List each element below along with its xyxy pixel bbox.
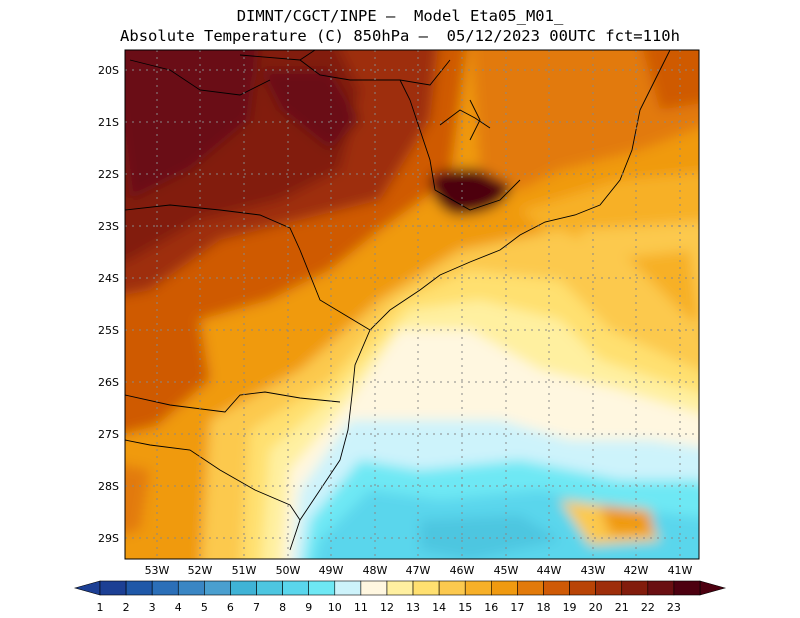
- colorbar-label: 5: [201, 601, 208, 614]
- lon-label: 48W: [363, 564, 388, 577]
- colorbar-swatch: [308, 580, 336, 596]
- colorbar-swatch: [386, 580, 414, 596]
- colorbar-label: 11: [354, 601, 368, 614]
- lat-label: 20S: [98, 64, 119, 77]
- lat-label: 21S: [98, 116, 119, 129]
- latitude-labels: 20S 21S 22S 23S 24S 25S 26S 27S 28S 29S: [98, 64, 119, 545]
- lat-label: 26S: [98, 376, 119, 389]
- colorbar-label: 3: [149, 601, 156, 614]
- lon-label: 43W: [581, 564, 606, 577]
- colorbar-label: 6: [227, 601, 234, 614]
- colorbar-label: 2: [123, 601, 130, 614]
- lat-label: 25S: [98, 324, 119, 337]
- colorbar-label: 1: [97, 601, 104, 614]
- colorbar-label: 17: [510, 601, 524, 614]
- colorbar-label: 16: [484, 601, 498, 614]
- colorbar-swatch: [438, 580, 466, 596]
- colorbar-label: 20: [589, 601, 603, 614]
- colorbar-swatch: [621, 580, 649, 596]
- colorbar-swatch: [647, 580, 675, 596]
- lon-label: 51W: [232, 564, 257, 577]
- colorbar-label: 8: [279, 601, 286, 614]
- temperature-field: [125, 50, 699, 559]
- colorbar-swatch: [230, 580, 257, 596]
- colorbar-label: 22: [641, 601, 655, 614]
- lon-label: 41W: [668, 564, 693, 577]
- colorbar-label: 9: [305, 601, 312, 614]
- lat-label: 28S: [98, 480, 119, 493]
- colorbar-swatch: [569, 580, 596, 596]
- lat-label: 27S: [98, 428, 119, 441]
- lon-label: 52W: [188, 564, 213, 577]
- lat-label: 29S: [98, 532, 119, 545]
- coastline-borders: [125, 50, 671, 551]
- colorbar-label: 4: [175, 601, 182, 614]
- colorbar-swatch: [464, 580, 492, 596]
- colorbar-swatch: [412, 580, 440, 596]
- colorbar: 1 2 3 4 5 6 7 8 9 10 11 12 13 14 15 16 17 18 19 20 21 22 23: [73, 580, 727, 614]
- title-line-1: DIMNT/CGCT/INPE – Model Eta05_M01_: [236, 7, 564, 25]
- colorbar-label: 13: [406, 601, 420, 614]
- colorbar-right-triangle-icon: [699, 580, 727, 596]
- lat-label: 24S: [98, 272, 119, 285]
- colorbar-swatch: [256, 580, 283, 596]
- colorbar-label: 10: [328, 601, 342, 614]
- lon-label: 47W: [406, 564, 431, 577]
- graticule: [125, 50, 699, 559]
- colorbar-swatch: [517, 580, 544, 596]
- lon-label: 50W: [276, 564, 301, 577]
- colorbar-label: 18: [536, 601, 550, 614]
- colorbar-swatch: [282, 580, 309, 596]
- colorbar-swatch: [204, 580, 231, 596]
- lon-label: 53W: [145, 564, 170, 577]
- lon-label: 46W: [450, 564, 475, 577]
- colorbar-swatch: [334, 580, 362, 596]
- colorbar-swatch: [490, 580, 518, 596]
- longitude-labels: 53W 52W 51W 50W 49W 48W 47W 46W 45W 44W …: [145, 564, 693, 577]
- lat-label: 22S: [98, 168, 119, 181]
- colorbar-swatch: [360, 580, 388, 596]
- lon-label: 49W: [319, 564, 344, 577]
- map-frame: [124, 49, 700, 560]
- colorbar-swatch: [673, 580, 701, 596]
- colorbar-label: 23: [667, 601, 681, 614]
- title-line-2: Absolute Temperature (C) 850hPa – 05/12/…: [120, 27, 680, 45]
- colorbar-swatch: [125, 580, 153, 596]
- colorbar-label: 14: [432, 601, 446, 614]
- lon-label: 44W: [537, 564, 562, 577]
- colorbar-label: 19: [563, 601, 577, 614]
- colorbar-label: 21: [615, 601, 629, 614]
- colorbar-label: 15: [458, 601, 472, 614]
- colorbar-swatch: [99, 580, 127, 596]
- colorbar-swatch: [151, 580, 179, 596]
- colorbar-label: 12: [380, 601, 394, 614]
- colorbar-swatch: [543, 580, 570, 596]
- lat-label: 23S: [98, 220, 119, 233]
- lon-label: 42W: [624, 564, 649, 577]
- colorbar-swatch: [595, 580, 623, 596]
- lon-label: 45W: [494, 564, 519, 577]
- colorbar-swatch: [177, 580, 205, 596]
- colorbar-label: 7: [253, 601, 260, 614]
- colorbar-left-triangle-icon: [73, 580, 101, 596]
